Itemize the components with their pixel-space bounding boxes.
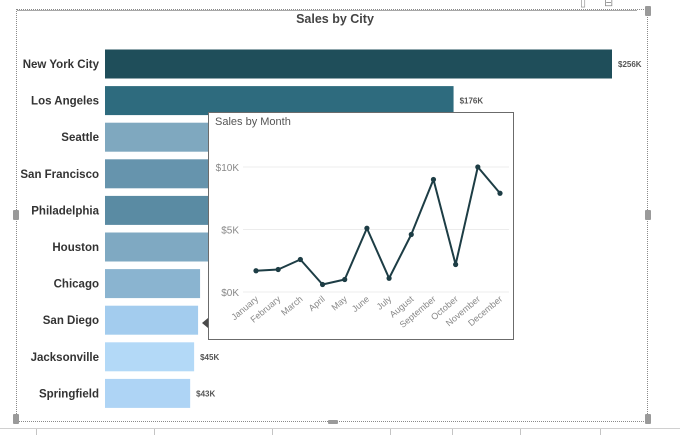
data-point bbox=[453, 261, 459, 268]
resize-handle-bottom-left[interactable] bbox=[13, 414, 19, 424]
data-point bbox=[364, 225, 370, 231]
data-point bbox=[430, 176, 437, 183]
data-point bbox=[319, 281, 326, 288]
data-label: $43K bbox=[196, 389, 215, 398]
category-label: Houston bbox=[52, 242, 99, 254]
sales-by-month-tooltip: $0K $5K $10K January February March April May Ju… bbox=[208, 112, 514, 340]
data-label: $256K bbox=[618, 60, 642, 69]
data-point bbox=[253, 268, 259, 274]
series-line bbox=[255, 166, 501, 286]
category-label: San Diego bbox=[43, 315, 99, 327]
filter-icon[interactable]: ▯ bbox=[580, 0, 587, 9]
category-label: San Francisco bbox=[20, 169, 99, 181]
x-tick-label: June bbox=[350, 294, 371, 314]
data-point bbox=[408, 231, 414, 238]
container-top-border bbox=[17, 10, 637, 11]
bar bbox=[105, 342, 195, 372]
data-point bbox=[297, 256, 303, 263]
data-point bbox=[497, 190, 503, 196]
x-tick-label: March bbox=[279, 294, 305, 318]
resize-handle-top-right[interactable] bbox=[645, 6, 651, 16]
category-label: New York City bbox=[23, 59, 100, 71]
category-label: Philadelphia bbox=[31, 205, 99, 217]
y-tick-label: $10K bbox=[216, 163, 240, 174]
bar bbox=[105, 49, 612, 79]
data-point bbox=[475, 164, 481, 170]
focus-mode-icon[interactable]: ⊟ bbox=[604, 0, 614, 9]
tooltip-pointer bbox=[202, 318, 208, 328]
bar bbox=[105, 305, 199, 335]
category-label: Springfield bbox=[39, 388, 99, 400]
data-point bbox=[386, 275, 392, 281]
x-tick-label: April bbox=[307, 294, 327, 313]
data-label: $176K bbox=[460, 97, 484, 106]
resize-handle-bottom-right[interactable] bbox=[645, 414, 651, 424]
bar bbox=[105, 86, 454, 116]
bar bbox=[105, 378, 191, 408]
data-point bbox=[275, 266, 281, 273]
data-label: $45K bbox=[200, 353, 219, 362]
category-label: Seattle bbox=[61, 132, 99, 144]
data-point bbox=[342, 276, 348, 283]
category-label: Chicago bbox=[54, 279, 99, 291]
category-label: Jacksonville bbox=[31, 352, 99, 364]
resize-handle-right[interactable] bbox=[645, 210, 651, 220]
y-tick-label: $0K bbox=[221, 288, 239, 299]
tooltip-title: Sales by Month bbox=[215, 116, 291, 128]
y-tick-label: $5K bbox=[221, 226, 239, 237]
resize-handle-left[interactable] bbox=[13, 210, 19, 220]
x-tick-label: May bbox=[330, 294, 350, 313]
resize-handle-bottom[interactable] bbox=[328, 420, 338, 424]
bottom-ruler bbox=[0, 428, 680, 437]
bar bbox=[105, 269, 201, 299]
category-label: Los Angeles bbox=[31, 96, 99, 108]
chart-title: Sales by City bbox=[296, 12, 374, 26]
